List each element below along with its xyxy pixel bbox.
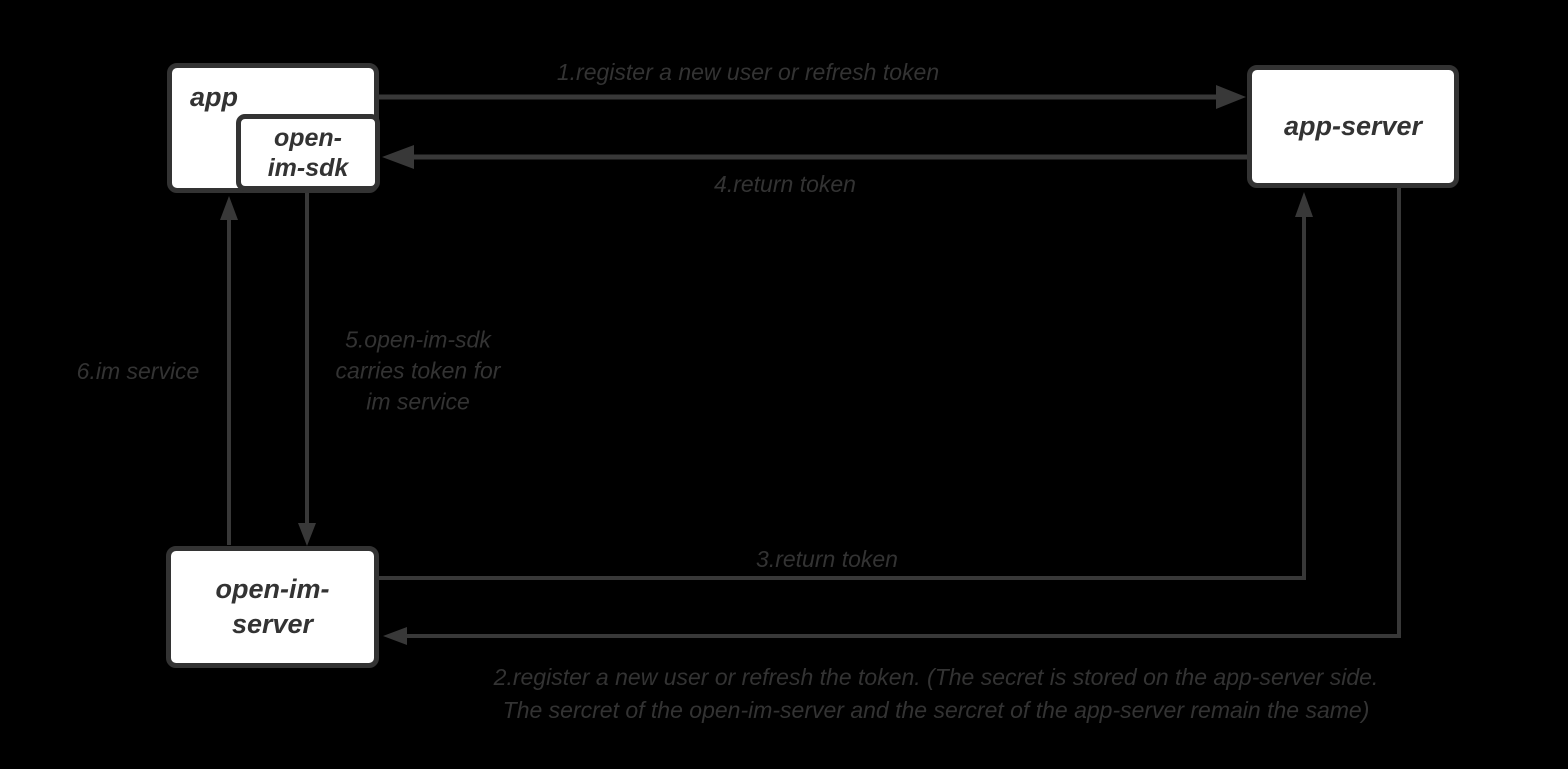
edge-label-step5-line3: im service: [366, 388, 470, 415]
edge-label-step2: 2.register a new user or refresh the tok…: [494, 661, 1379, 727]
arrow-6-im-service: [220, 196, 238, 545]
node-open-im-sdk-label-line1: open-: [273, 123, 343, 152]
edge-label-step2-line2: The sercret of the open-im-server and th…: [502, 697, 1370, 723]
node-app-label: app: [190, 82, 239, 112]
edge-label-step6: 6.im service: [76, 358, 200, 384]
arrow-2-register-refresh: [383, 188, 1401, 645]
arrow-3-return-token: [378, 192, 1313, 580]
node-open-im-sdk: open- im-sdk: [236, 114, 380, 191]
edge-label-step5-line2: carries token for: [335, 357, 501, 384]
arrow-5-carries-token: [298, 190, 316, 546]
node-app-server-label: app-server: [1283, 111, 1423, 141]
node-open-im-server: open-im- server: [166, 546, 379, 668]
arrow-1-register-new-user: [378, 85, 1246, 109]
edge-label-step3: 3.return token: [756, 546, 898, 572]
arrow-4-return-token: [382, 145, 1247, 169]
edge-label-step5-line1: 5.open-im-sdk: [345, 326, 491, 353]
edge-label-step5: 5.open-im-sdk carries token for im servi…: [336, 325, 501, 418]
edge-label-step4: 4.return token: [714, 171, 856, 197]
node-open-im-server-label-line1: open-im-: [215, 574, 330, 604]
edge-label-step1: 1.register a new user or refresh token: [556, 59, 940, 85]
node-open-im-server-label-line2: server: [231, 609, 314, 639]
node-app-server: app-server: [1247, 65, 1459, 188]
edge-label-step2-line1: 2.register a new user or refresh the tok…: [493, 664, 1379, 690]
node-open-im-sdk-label-line2: im-sdk: [267, 153, 349, 182]
